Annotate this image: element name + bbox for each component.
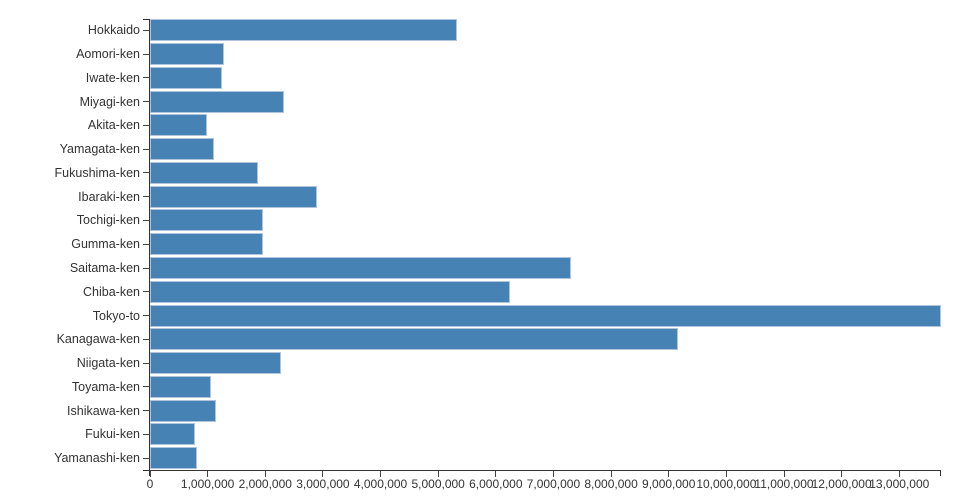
y-tick-label: Miyagi-ken — [79, 94, 140, 109]
x-tick-label: 2,000,000 — [238, 477, 292, 491]
x-tick-label: 12,000,000 — [811, 477, 872, 491]
y-tick-label: Tokyo-to — [92, 308, 140, 323]
bar — [150, 423, 195, 446]
y-tick — [143, 219, 149, 221]
x-tick-label: 13,000,000 — [869, 477, 930, 491]
y-axis-line — [149, 18, 150, 470]
x-tick — [610, 471, 612, 477]
y-tick — [143, 77, 149, 79]
y-tick-label: Niigata-ken — [76, 356, 140, 371]
bar — [150, 233, 263, 256]
bar — [150, 257, 572, 279]
bar — [150, 185, 317, 208]
x-tick — [668, 471, 670, 477]
y-tick — [143, 457, 149, 459]
y-tick-label: Chiba-ken — [83, 284, 140, 299]
x-tick-label: 5,000,000 — [411, 477, 465, 491]
y-tick — [143, 124, 149, 126]
x-tick — [322, 471, 324, 477]
x-tick-label: 6,000,000 — [469, 477, 523, 491]
y-tick — [143, 291, 149, 293]
bar — [150, 280, 510, 303]
x-tick-label: 0 — [146, 477, 154, 491]
y-tick — [143, 410, 149, 412]
y-tick — [143, 196, 149, 198]
x-tick — [841, 471, 843, 477]
bar — [150, 161, 259, 184]
y-tick-label: Fukui-ken — [85, 427, 140, 442]
x-tick — [380, 471, 382, 477]
y-tick — [143, 433, 149, 435]
x-tick-label: 4,000,000 — [353, 477, 408, 491]
x-tick — [783, 471, 785, 477]
y-tick-label: Saitama-ken — [69, 261, 140, 275]
x-tick-label: 1,000,000 — [180, 477, 235, 491]
x-tick-label: 8,000,000 — [584, 477, 638, 491]
bar — [150, 43, 224, 66]
x-tick — [552, 471, 554, 477]
y-axis-top-stub — [143, 18, 149, 20]
y-tick — [143, 362, 149, 364]
y-tick-label: Yamagata-ken — [59, 142, 140, 157]
y-tick-label: Gumma-ken — [71, 237, 140, 252]
bar — [150, 352, 281, 375]
y-tick — [143, 172, 149, 174]
x-axis-line — [149, 470, 941, 471]
y-tick-label: Ishikawa-ken — [67, 403, 140, 418]
x-tick — [437, 471, 439, 477]
x-tick — [207, 471, 209, 477]
bar — [150, 304, 941, 327]
x-tick-label: 7,000,000 — [526, 477, 581, 491]
bar — [150, 209, 263, 232]
x-axis-end-stub — [940, 470, 941, 476]
x-tick — [725, 471, 727, 477]
y-tick-label: Aomori-ken — [76, 47, 140, 62]
bar — [150, 375, 211, 398]
y-tick — [143, 338, 149, 340]
y-tick-label: Tochigi-ken — [76, 213, 140, 228]
y-tick — [143, 386, 149, 388]
bar — [150, 138, 214, 161]
y-tick-label: Hokkaido — [87, 23, 140, 38]
y-tick — [143, 29, 149, 31]
y-tick-label: Iwate-ken — [85, 70, 140, 85]
y-axis-bottom-stub — [143, 470, 149, 471]
x-tick — [264, 471, 266, 477]
x-tick-label: 10,000,000 — [696, 477, 757, 491]
x-tick-label: 3,000,000 — [296, 477, 350, 491]
y-tick — [143, 148, 149, 150]
y-tick-label: Toyama-ken — [71, 379, 140, 394]
bar — [150, 19, 457, 42]
y-tick-label: Ibaraki-ken — [78, 189, 140, 204]
y-tick-label: Akita-ken — [87, 118, 140, 133]
x-tick — [495, 471, 497, 477]
y-tick-label: Kanagawa-ken — [56, 332, 140, 347]
y-tick — [143, 101, 149, 103]
bar — [150, 328, 678, 351]
bar — [150, 114, 208, 137]
x-tick — [149, 471, 151, 477]
x-tick-label: 9,000,000 — [642, 477, 696, 491]
bar — [150, 399, 217, 422]
x-tick — [898, 471, 900, 477]
y-tick-label: Fukushima-ken — [54, 165, 140, 180]
bar — [150, 66, 223, 89]
y-tick — [143, 243, 149, 245]
bar — [150, 447, 198, 470]
x-tick-label: 11,000,000 — [754, 477, 814, 491]
bar — [150, 90, 284, 113]
y-tick — [143, 315, 149, 317]
y-tick-label: Yamanashi-ken — [54, 451, 140, 466]
y-tick — [143, 267, 149, 269]
y-tick — [143, 53, 149, 55]
